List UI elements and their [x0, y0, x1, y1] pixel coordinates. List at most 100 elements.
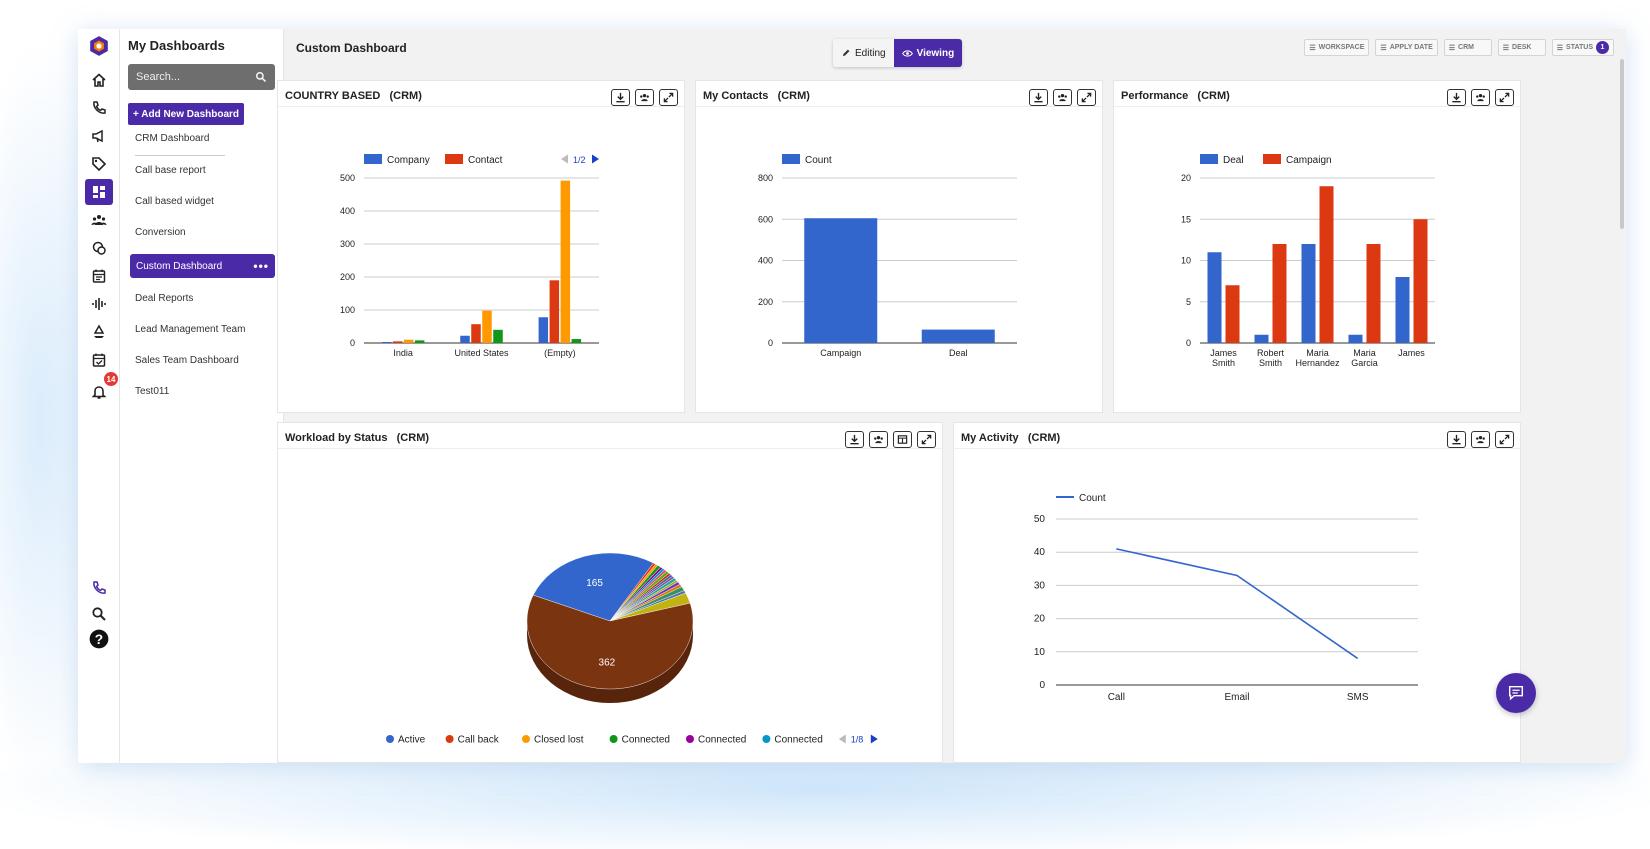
y-tick-label: 0: [1039, 680, 1045, 691]
users-icon[interactable]: [869, 431, 888, 448]
pencil-icon: [842, 49, 850, 57]
download-icon[interactable]: [1447, 89, 1466, 106]
viewing-button[interactable]: Viewing: [893, 39, 963, 67]
legend-swatch: [364, 154, 382, 164]
sidebar-item-sales-team-dashboard[interactable]: Sales Team Dashboard: [135, 355, 239, 366]
phone-log-icon[interactable]: [85, 575, 113, 601]
sidebar-title: My Dashboards: [128, 38, 225, 53]
sidebar-item-call-base-report[interactable]: Call base report: [135, 165, 206, 176]
bar: [392, 341, 403, 343]
download-icon[interactable]: [1447, 431, 1466, 448]
panel-tools: [611, 89, 678, 106]
sidebar-item-custom-dashboard[interactable]: Custom Dashboard •••: [130, 254, 275, 278]
bar: [549, 280, 560, 343]
status-count-badge: 1: [1596, 41, 1609, 54]
editing-button[interactable]: Editing: [833, 39, 894, 67]
sidebar-item-deal-reports[interactable]: Deal Reports: [135, 293, 194, 304]
users-icon[interactable]: [1053, 89, 1072, 106]
download-icon[interactable]: [1029, 89, 1048, 106]
filter-label: DESK: [1512, 44, 1532, 51]
legend-label: Call back: [458, 735, 500, 746]
avatar[interactable]: D: [95, 659, 103, 671]
sidebar-item-lead-management-team[interactable]: Lead Management Team: [135, 324, 246, 335]
team-icon[interactable]: [85, 207, 113, 233]
users-icon[interactable]: [1471, 431, 1490, 448]
filter-desk[interactable]: ☰ DESK: [1497, 39, 1546, 56]
download-icon[interactable]: [611, 89, 630, 106]
waveform-icon[interactable]: [85, 291, 113, 317]
activity-line-chart: 0 10 20 30 40 50 Call Email SMS Count: [1034, 493, 1418, 703]
search-input[interactable]: Search...: [128, 64, 275, 90]
filter-label: APPLY DATE: [1389, 44, 1433, 51]
add-dashboard-button[interactable]: + Add New Dashboard: [128, 103, 245, 125]
legend-swatch: [609, 735, 618, 743]
y-tick-label: 5: [1186, 297, 1191, 307]
filter-apply-date[interactable]: ☰ APPLY DATE: [1375, 39, 1438, 56]
legend-swatch: [445, 735, 454, 743]
bar: [381, 342, 392, 343]
dashboard-icon[interactable]: [85, 179, 113, 205]
users-icon[interactable]: [635, 89, 654, 106]
y-tick-label: 500: [340, 173, 355, 183]
series-line: [1116, 548, 1359, 660]
search-icon[interactable]: [85, 601, 113, 627]
x-tick-label: United States: [454, 348, 509, 358]
bar: [1254, 334, 1269, 343]
pie-value-label: 362: [599, 658, 616, 669]
avatar[interactable]: Y: [95, 701, 103, 713]
home-icon[interactable]: [85, 67, 113, 93]
x-tick-label: Maria: [1353, 348, 1376, 358]
users-icon[interactable]: [1471, 89, 1490, 106]
expand-icon[interactable]: [1495, 89, 1514, 106]
chat-fab-button[interactable]: [1496, 673, 1536, 713]
filter-crm[interactable]: ☰ CRM: [1443, 39, 1492, 56]
filter-icon: ☰: [1380, 44, 1387, 52]
my-activity-panel: My Activity (CRM) 0 10 20 30 40 50 Call Email SM…: [953, 422, 1521, 763]
panel-header: Workload by Status (CRM): [278, 423, 942, 449]
x-tick-label: Hernandez: [1295, 358, 1340, 368]
workload-pie-chart: 165 362 Active Call back Closed lost Connecte…: [386, 552, 878, 746]
phone-icon[interactable]: [85, 95, 113, 121]
editing-label: Editing: [855, 47, 886, 59]
expand-icon[interactable]: [659, 89, 678, 106]
chat-icon[interactable]: [85, 235, 113, 261]
legend-label: Count: [1079, 493, 1106, 504]
search-icon: [256, 72, 267, 83]
legend-label: Campaign: [1286, 155, 1332, 166]
sidebar-item-crm-dashboard[interactable]: CRM Dashboard: [135, 133, 210, 144]
sidebar-item-call-based-widget[interactable]: Call based widget: [135, 196, 214, 207]
help-icon[interactable]: ?: [85, 626, 113, 652]
legend-swatch: [1263, 154, 1281, 164]
megaphone-icon[interactable]: [85, 123, 113, 149]
more-options-icon[interactable]: •••: [253, 259, 269, 273]
filter-status[interactable]: ☰ STATUS 1: [1551, 39, 1614, 56]
panel-header: My Contacts (CRM): [696, 81, 1102, 107]
scrollbar[interactable]: [1620, 59, 1624, 229]
filter-workspace[interactable]: ☰ WORKSPACE: [1304, 39, 1370, 56]
sidebar-item-test011[interactable]: Test011: [135, 386, 170, 397]
avatar[interactable]: D: [95, 684, 103, 696]
recycle-icon[interactable]: [85, 319, 113, 345]
table-icon[interactable]: [893, 431, 912, 448]
y-tick-label: 0: [768, 338, 773, 348]
expand-icon[interactable]: [1077, 89, 1096, 106]
legend-swatch: [1200, 154, 1218, 164]
x-tick-label: Maria: [1306, 348, 1329, 358]
y-tick-label: 0: [350, 338, 355, 348]
sidebar-item-conversion[interactable]: Conversion: [135, 227, 186, 238]
bell-icon[interactable]: 14: [85, 372, 118, 405]
expand-icon[interactable]: [1495, 431, 1514, 448]
notification-badge: 14: [104, 372, 118, 386]
calendar-check-icon[interactable]: [85, 347, 113, 373]
mode-toggle: Editing Viewing: [833, 39, 963, 67]
panel-tools: [845, 431, 936, 448]
logo-icon[interactable]: [85, 33, 113, 59]
workload-by-status-panel: Workload by Status (CRM) 165 362 Active Cal…: [277, 422, 943, 763]
tag-icon[interactable]: [85, 151, 113, 177]
download-icon[interactable]: [845, 431, 864, 448]
expand-icon[interactable]: [917, 431, 936, 448]
bar: [493, 329, 503, 343]
x-tick-label: Campaign: [820, 348, 861, 358]
calendar-icon[interactable]: [85, 263, 113, 289]
y-tick-label: 10: [1181, 256, 1191, 266]
